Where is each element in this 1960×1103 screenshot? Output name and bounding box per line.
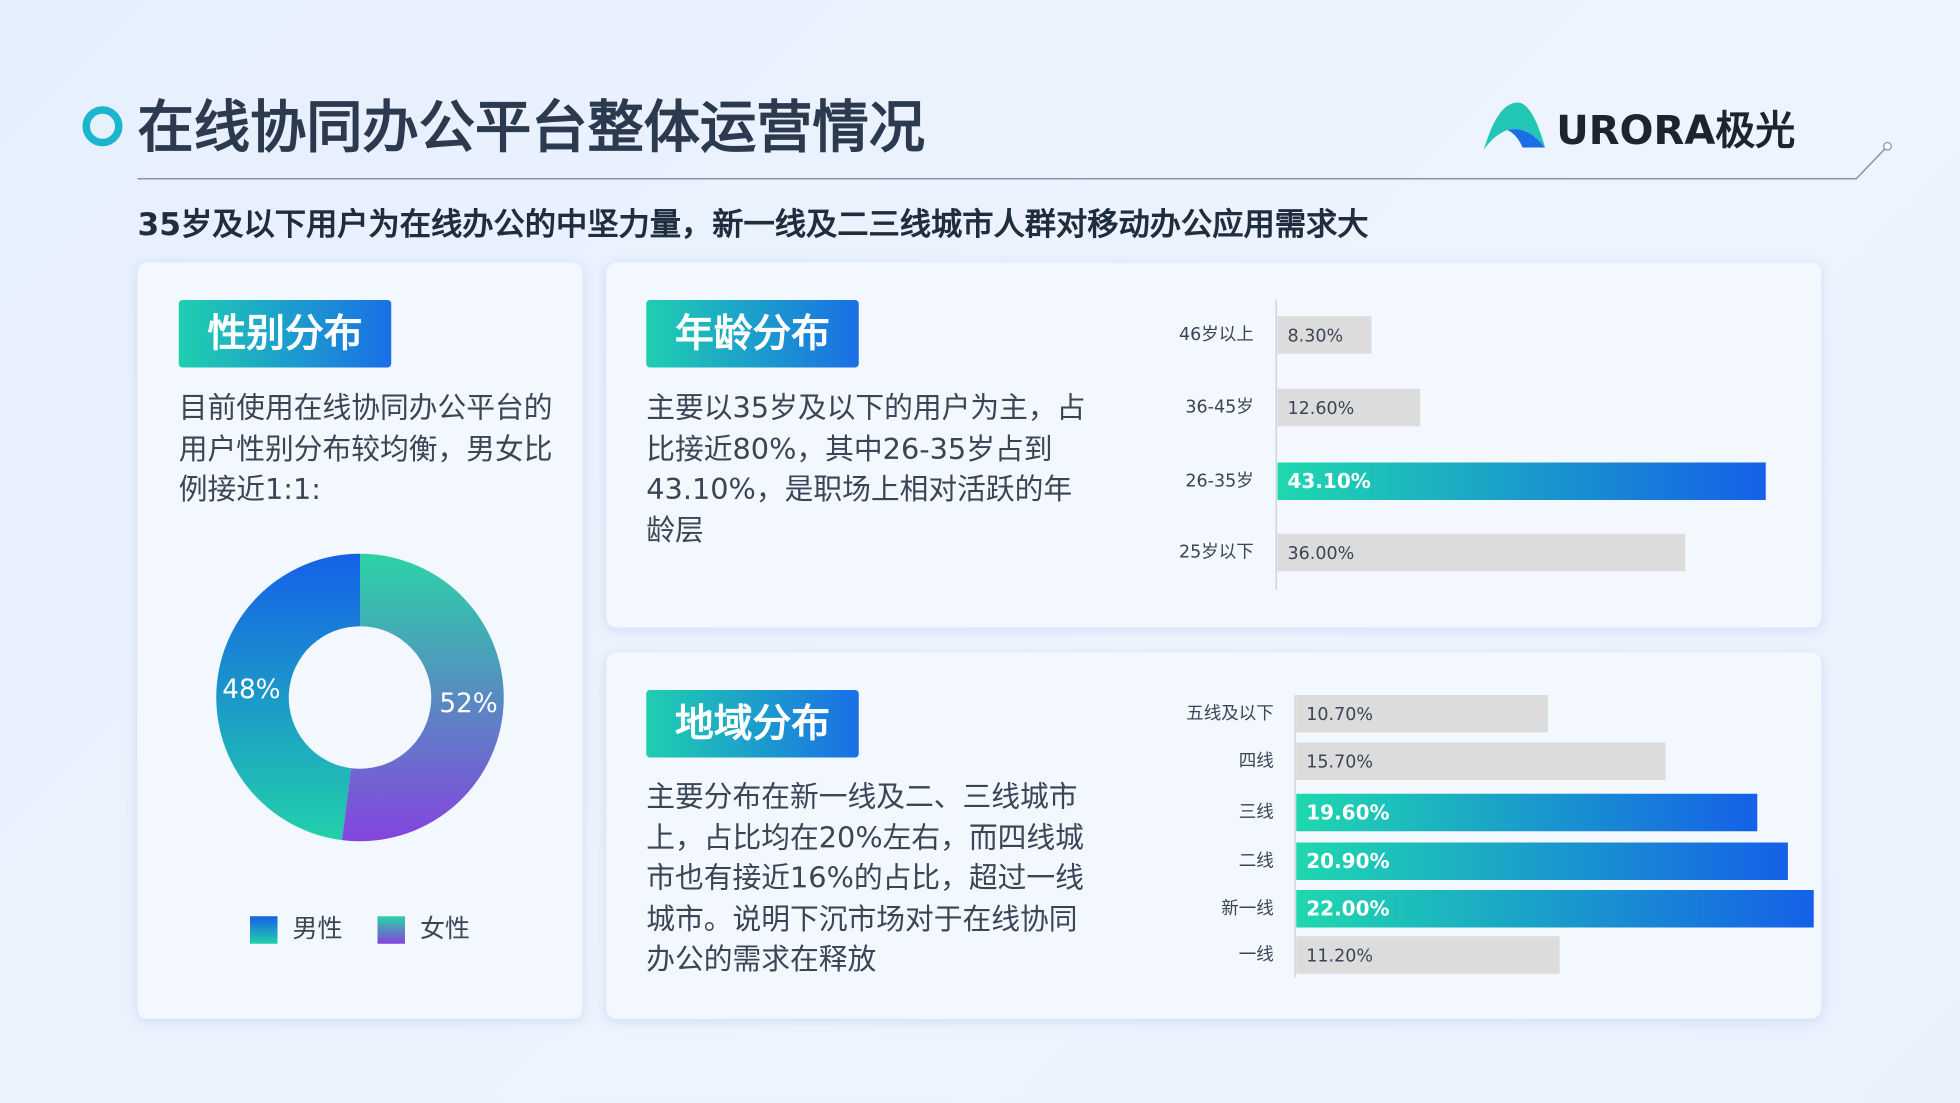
legend-swatch bbox=[377, 916, 405, 944]
value-label: 36.00% bbox=[1288, 544, 1355, 564]
bar bbox=[1296, 793, 1758, 832]
value-label: 12.60% bbox=[1288, 399, 1355, 419]
value-label: 22.00% bbox=[1306, 897, 1389, 921]
value-label: 20.90% bbox=[1306, 849, 1389, 873]
logo-icon bbox=[1483, 102, 1545, 150]
bar bbox=[1277, 316, 1372, 354]
category-label: 一线 bbox=[1239, 945, 1274, 965]
bar bbox=[1296, 742, 1666, 780]
rule-dot bbox=[1883, 141, 1892, 151]
value-label: 10.70% bbox=[1306, 705, 1373, 725]
panel-tag: 年龄分布 bbox=[646, 300, 859, 368]
title-ring bbox=[82, 106, 123, 147]
panel-tag: 性别分布 bbox=[178, 300, 392, 368]
bar bbox=[1296, 890, 1814, 928]
brand: URORA极光 bbox=[1556, 106, 1796, 154]
category-label: 25岁以下 bbox=[1179, 543, 1254, 563]
category-label: 二线 bbox=[1239, 851, 1274, 871]
page-title: 在线协同办公平台整体运营情况 bbox=[137, 93, 926, 160]
value-label: 43.10% bbox=[1288, 469, 1371, 493]
legend-swatch bbox=[250, 916, 278, 944]
panel-description: 主要以35岁及以下的用户为主，占比接近80%，其中26-35岁占到43.10%，… bbox=[646, 392, 1086, 547]
panel-description: 目前使用在线协同办公平台的用户性别分布较均衡，男女比例接近1:1: bbox=[178, 392, 553, 507]
panel-description: 主要分布在新一线及二、三线城市上，占比均在20%左右，而四线城市也有接近16%的… bbox=[646, 781, 1084, 977]
panel-tag: 地域分布 bbox=[646, 690, 859, 758]
donut-segment bbox=[216, 553, 360, 841]
category-label: 36-45岁 bbox=[1185, 398, 1253, 418]
donut-segment bbox=[341, 553, 504, 842]
category-label: 新一线 bbox=[1221, 899, 1274, 919]
bar bbox=[1277, 388, 1421, 427]
legend-label: 女性 bbox=[420, 914, 470, 943]
category-label: 四线 bbox=[1239, 751, 1274, 771]
donut-value-label: 52% bbox=[439, 689, 497, 719]
bar bbox=[1296, 695, 1548, 733]
subtitle: 35岁及以下用户为在线办公的中坚力量，新一线及二三线城市人群对移动办公应用需求大 bbox=[137, 206, 1369, 243]
panel bbox=[137, 262, 583, 1019]
category-label: 46岁以上 bbox=[1179, 325, 1254, 345]
legend-label: 男性 bbox=[293, 914, 343, 943]
category-label: 五线及以下 bbox=[1186, 704, 1274, 724]
donut-value-label: 48% bbox=[222, 675, 280, 705]
value-label: 19.60% bbox=[1306, 800, 1389, 824]
category-label: 26-35岁 bbox=[1185, 471, 1253, 491]
logo-icon-part bbox=[1507, 129, 1545, 148]
value-label: 11.20% bbox=[1306, 946, 1373, 966]
title-rule bbox=[137, 148, 1886, 180]
category-label: 三线 bbox=[1239, 803, 1274, 823]
value-label: 15.70% bbox=[1306, 753, 1373, 773]
bar bbox=[1296, 842, 1788, 880]
bar bbox=[1277, 533, 1686, 572]
value-label: 8.30% bbox=[1288, 326, 1344, 346]
bar bbox=[1277, 462, 1766, 500]
bar bbox=[1296, 936, 1560, 974]
